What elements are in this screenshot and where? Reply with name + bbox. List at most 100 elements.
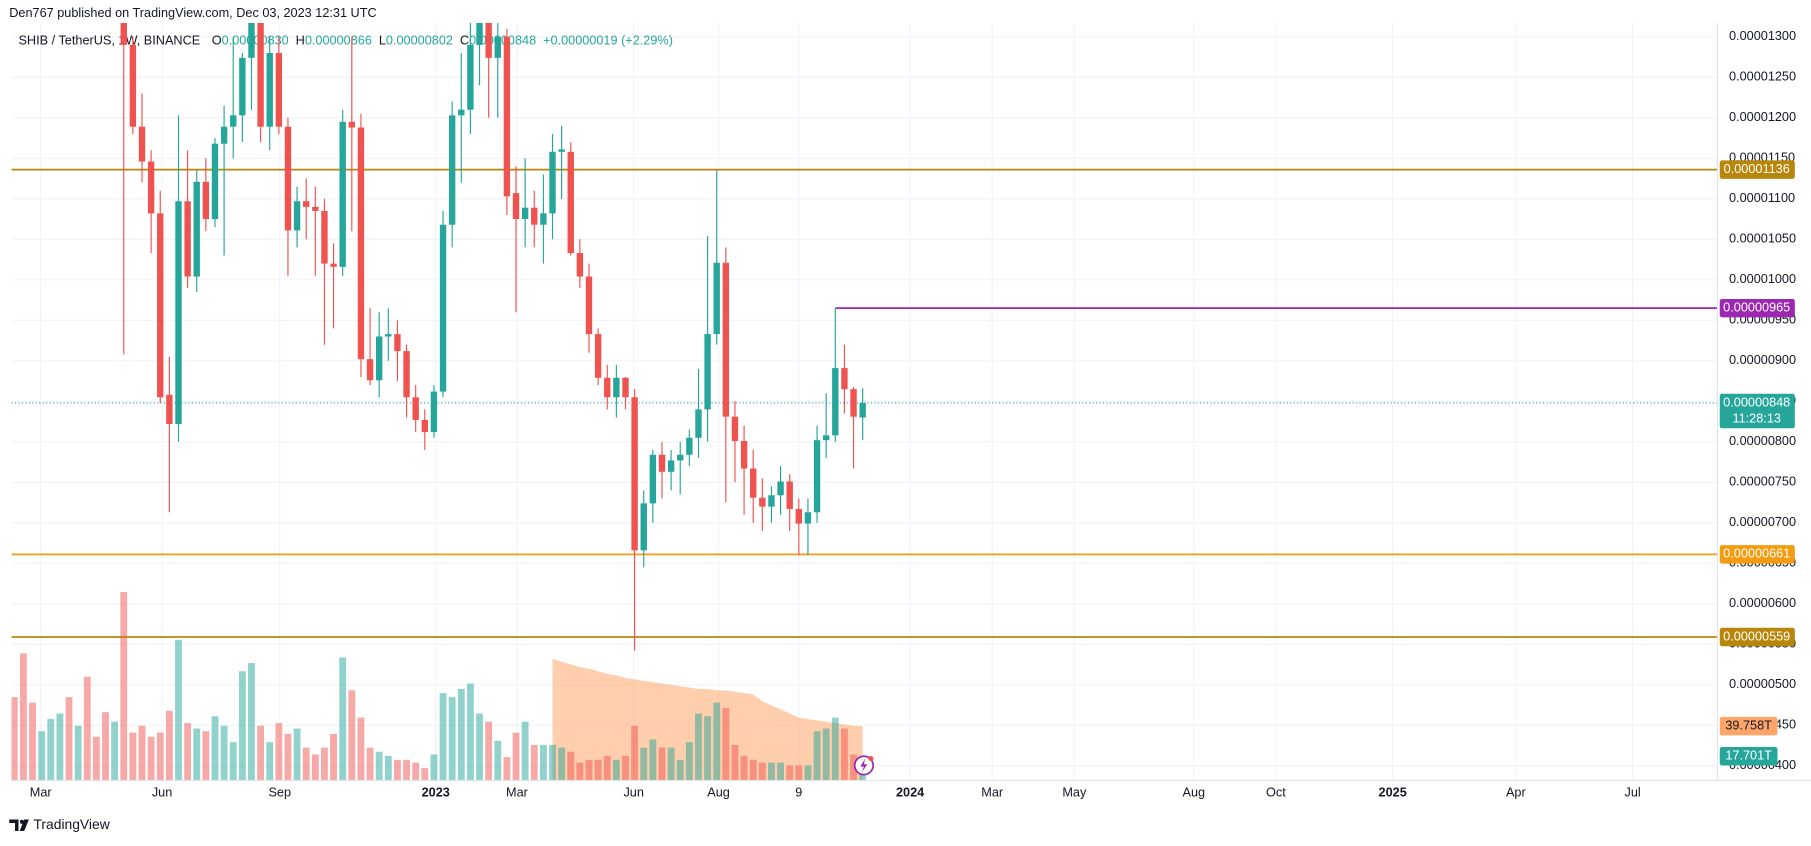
volume-ma-tag: 39.758T bbox=[1719, 716, 1778, 736]
volume-bar bbox=[795, 765, 803, 781]
legend-key: O bbox=[212, 34, 222, 48]
volume-bar bbox=[676, 759, 684, 781]
volume-bar bbox=[257, 725, 265, 781]
candle-body bbox=[658, 454, 666, 472]
volume-bar bbox=[120, 592, 128, 781]
candle-body bbox=[275, 52, 283, 127]
candle-body bbox=[421, 419, 428, 433]
volume-bar bbox=[549, 744, 556, 781]
volume-bar bbox=[92, 736, 100, 781]
volume-bar bbox=[494, 740, 502, 781]
y-tick-label: 0.00001000 bbox=[1729, 272, 1796, 286]
volume-bar bbox=[248, 663, 255, 781]
x-tick-label: Jun bbox=[623, 785, 643, 799]
volume-bar bbox=[777, 762, 784, 781]
volume-bar bbox=[65, 697, 73, 781]
candle-body bbox=[430, 391, 438, 433]
volume-bar bbox=[612, 759, 620, 781]
candle-body bbox=[129, 44, 137, 127]
x-tick-label: Mar bbox=[30, 785, 53, 799]
candle-body bbox=[366, 359, 374, 381]
candle-body bbox=[494, 36, 501, 58]
candle-body bbox=[649, 454, 657, 504]
lightning-icon bbox=[853, 755, 875, 776]
level-tag-text: 0.00000965 bbox=[1723, 301, 1790, 315]
volume-bar bbox=[38, 731, 46, 781]
candle-body bbox=[567, 151, 574, 254]
y-tick-label: 0.00001300 bbox=[1729, 29, 1796, 43]
volume-bar bbox=[667, 747, 675, 781]
volume-bar bbox=[229, 742, 237, 781]
level-tag: 0.00000965 bbox=[1719, 298, 1795, 318]
volume-bar bbox=[457, 688, 465, 781]
volume-tag-box bbox=[1719, 747, 1778, 766]
candle-body bbox=[795, 509, 803, 524]
volume-bar bbox=[695, 713, 702, 781]
candle-body bbox=[157, 213, 164, 398]
volume-bar bbox=[11, 697, 18, 781]
volume-bar bbox=[521, 721, 529, 781]
y-tick-label: 0.00000700 bbox=[1729, 515, 1796, 529]
candle-body bbox=[403, 351, 410, 398]
volume-bar bbox=[348, 690, 356, 781]
y-tick-label: 0.00001100 bbox=[1729, 191, 1795, 205]
candle-body bbox=[686, 437, 693, 455]
candle-body bbox=[476, 23, 483, 45]
candle-body bbox=[677, 454, 684, 461]
volume-bar bbox=[813, 731, 821, 781]
volume-bar bbox=[47, 718, 55, 781]
volume-tag-text: 17.701T bbox=[1725, 749, 1772, 763]
candle-body bbox=[230, 115, 237, 127]
level-tag: 0.00000559 bbox=[1719, 627, 1795, 647]
x-tick-label: Sep bbox=[268, 785, 291, 799]
legend-key: C bbox=[460, 34, 469, 48]
y-tick-label: 0.00000800 bbox=[1729, 434, 1796, 448]
candle-body bbox=[394, 334, 401, 352]
x-tick-label: 9 bbox=[795, 785, 802, 799]
volume-bar bbox=[403, 759, 410, 781]
volume-bar bbox=[175, 639, 182, 781]
volume-bar bbox=[302, 747, 310, 781]
publisher: Den767 published on TradingView.com, Dec… bbox=[9, 6, 376, 20]
candle-body bbox=[120, 23, 127, 45]
candle-body bbox=[503, 36, 511, 197]
legend-change: +0.00000019 (+2.29%) bbox=[543, 34, 673, 48]
candle-body bbox=[777, 481, 784, 496]
level-tag-box bbox=[1719, 160, 1795, 179]
legend-value: 0.00000866 bbox=[305, 34, 372, 48]
candle-body bbox=[713, 262, 720, 335]
x-tick-label: Apr bbox=[1506, 785, 1527, 799]
y-tick-label: 0.00000600 bbox=[1729, 596, 1796, 610]
volume-bar bbox=[713, 702, 721, 781]
candle-body bbox=[266, 52, 273, 127]
volume-bar bbox=[512, 732, 520, 781]
candle-body bbox=[385, 334, 392, 337]
volume-bar bbox=[448, 697, 456, 781]
volume-bar bbox=[330, 733, 337, 781]
candle-body bbox=[220, 126, 228, 144]
volume-bar bbox=[266, 742, 274, 781]
volume-bar bbox=[658, 747, 666, 781]
candle-body bbox=[175, 201, 182, 424]
x-tick-label: Mar bbox=[506, 785, 529, 799]
volume-bar bbox=[156, 732, 164, 781]
volume-bar bbox=[685, 742, 693, 781]
axes: 0.000004000.000004500.000005000.00000550… bbox=[30, 29, 1796, 799]
x-tick-label: May bbox=[1062, 785, 1087, 799]
candle-body bbox=[859, 402, 866, 418]
candle-body bbox=[284, 126, 292, 231]
candle-body bbox=[193, 181, 200, 277]
candle-body bbox=[512, 193, 520, 220]
volume-bar bbox=[786, 765, 794, 781]
candle-body bbox=[312, 206, 319, 211]
candle-body bbox=[768, 495, 775, 507]
last-price-tag: 0.00000848 11:28:13 bbox=[1719, 393, 1795, 429]
volume-bar bbox=[485, 721, 493, 781]
volume-bar bbox=[375, 751, 383, 781]
legend: SHIB / TetherUS, 1W, BINANCE O0.00000830 H… bbox=[18, 34, 672, 48]
volume-bar bbox=[603, 755, 611, 781]
volume-bar bbox=[220, 725, 228, 781]
candle-body bbox=[585, 276, 593, 335]
candle-body bbox=[832, 368, 839, 436]
